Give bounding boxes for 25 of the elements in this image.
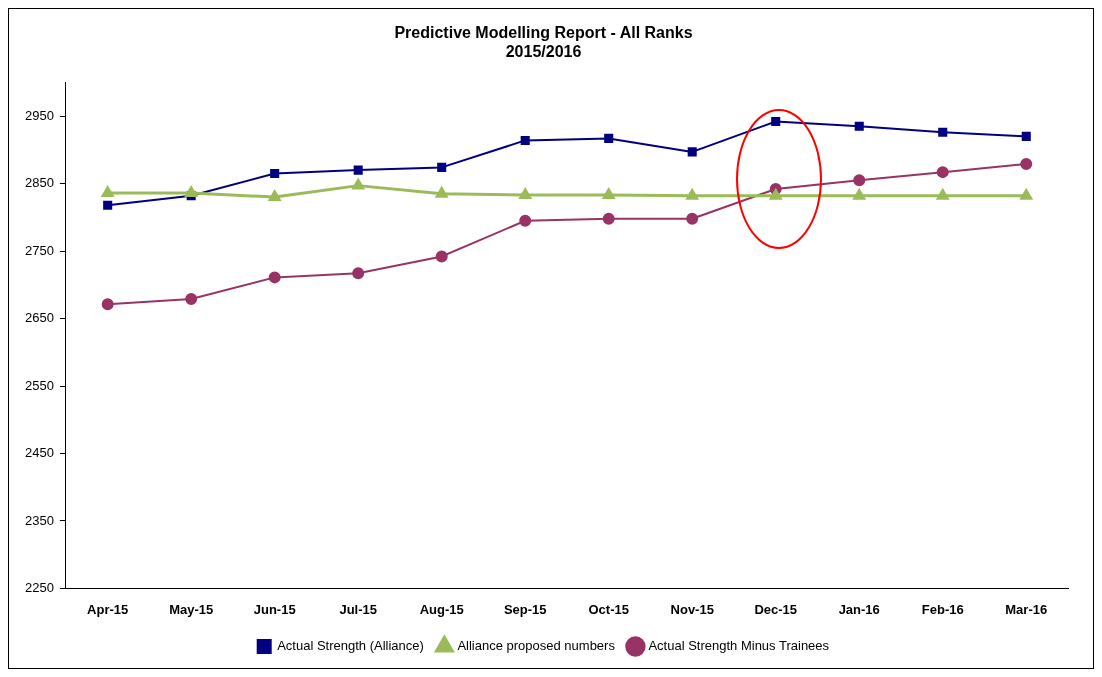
- x-tick-label: Mar-16: [1005, 601, 1048, 617]
- x-tick-label: Apr-15: [87, 601, 129, 617]
- x-tick-label: Jul-15: [339, 601, 377, 617]
- x-tick-label: May-15: [169, 601, 214, 617]
- x-tick-label: Sep-15: [503, 601, 547, 617]
- y-tick-label: 2350: [25, 512, 54, 528]
- x-tick-label: Nov-15: [670, 601, 714, 617]
- text: 2015/2016: [505, 43, 582, 61]
- y-tick-label: 2650: [25, 310, 54, 326]
- x-tick-label: Feb-16: [921, 601, 964, 617]
- legend-label: Actual Strength Minus Trainees: [648, 638, 830, 654]
- y-tick-label: 2450: [25, 445, 54, 461]
- x-tick-label: Oct-15: [588, 601, 629, 617]
- x-tick-label: Dec-15: [754, 601, 798, 617]
- y-tick-label: 2250: [25, 579, 54, 595]
- legend-label: Alliance proposed numbers: [457, 638, 616, 654]
- x-tick-label: Aug-15: [419, 601, 464, 617]
- x-tick-label: Jun-15: [253, 601, 296, 617]
- x-tick-label: Jan-16: [838, 601, 880, 617]
- y-tick-label: 2550: [25, 377, 54, 393]
- y-tick-label: 2750: [25, 242, 54, 258]
- y-tick-label: 2950: [25, 107, 54, 123]
- legend-label: Actual Strength (Alliance): [277, 638, 424, 654]
- text: Predictive Modelling Report - All Ranks: [394, 24, 693, 42]
- y-tick-label: 2850: [25, 175, 54, 191]
